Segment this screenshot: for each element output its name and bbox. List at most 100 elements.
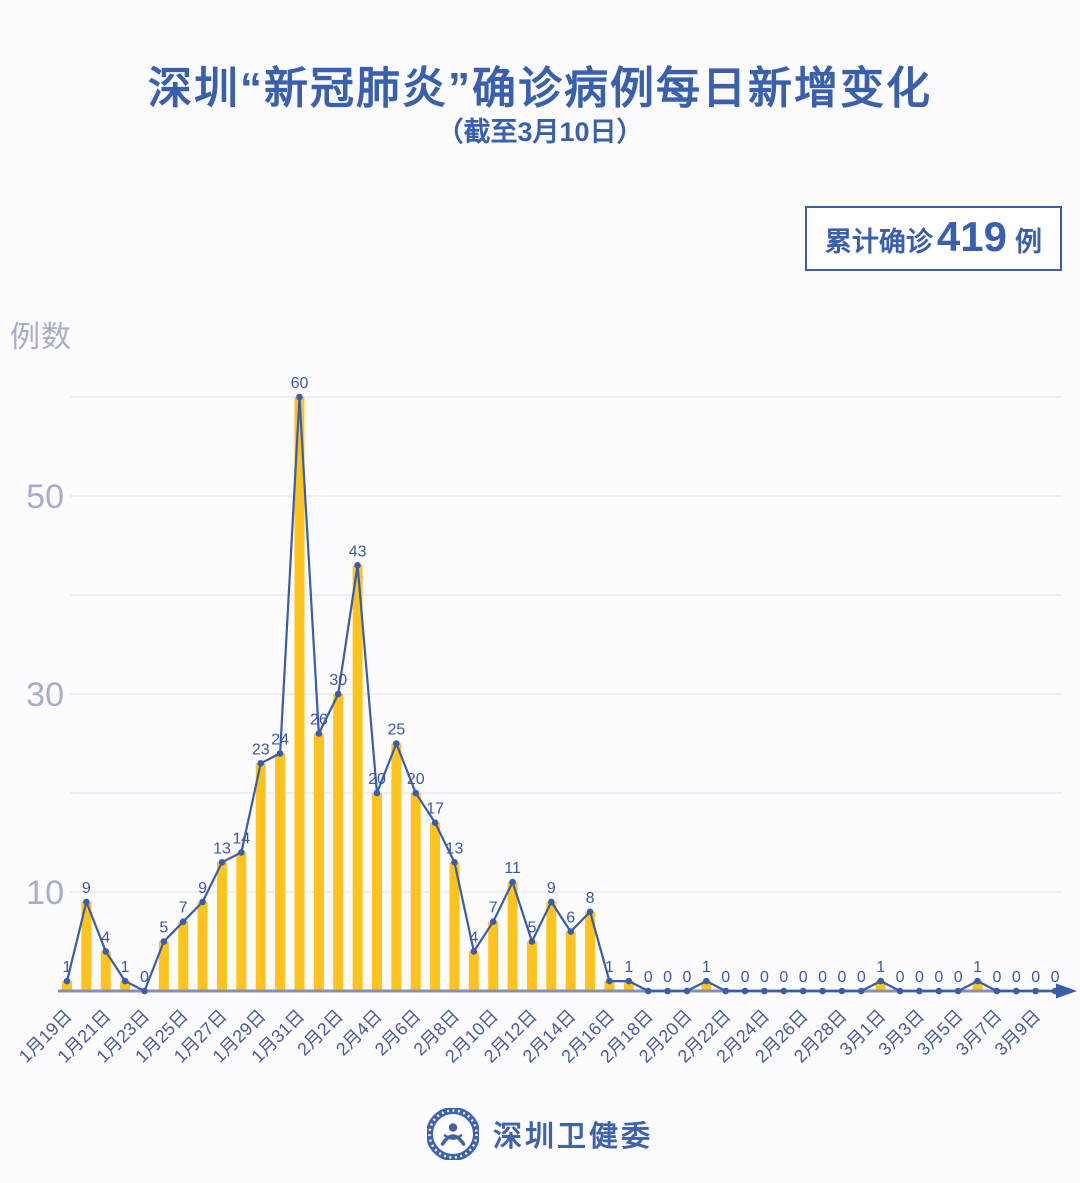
- bar: [275, 753, 286, 991]
- bar: [313, 733, 324, 991]
- trend-line: [65, 395, 1056, 993]
- data-point: [315, 730, 323, 737]
- value-label: 0: [896, 969, 905, 986]
- value-label: 4: [469, 929, 478, 946]
- data-point: [354, 562, 361, 569]
- value-label: 0: [915, 969, 924, 986]
- data-point: [819, 987, 826, 995]
- value-label: 30: [329, 672, 347, 689]
- bar: [604, 981, 615, 991]
- data-point: [548, 898, 555, 906]
- bar: [255, 763, 266, 991]
- value-label: 0: [663, 969, 672, 986]
- value-label: 4: [101, 929, 110, 946]
- value-label: 0: [837, 969, 846, 986]
- footer: 深圳卫健委: [0, 1108, 1080, 1160]
- bar: [565, 931, 576, 991]
- badge-number: 419: [936, 213, 1007, 260]
- data-point: [412, 789, 420, 797]
- y-axis-title: 例数: [10, 321, 72, 354]
- bar: [294, 397, 305, 991]
- data-point: [606, 977, 613, 985]
- data-point: [296, 393, 303, 401]
- y-tick-label: 30: [26, 676, 64, 714]
- value-label: 1: [121, 959, 130, 976]
- data-point: [664, 987, 671, 995]
- bar: [197, 901, 208, 991]
- value-label: 5: [527, 920, 536, 937]
- data-point: [586, 908, 594, 916]
- value-label: 0: [721, 969, 730, 986]
- data-point: [451, 859, 458, 866]
- bar: [449, 862, 460, 991]
- data-point: [761, 987, 768, 995]
- bar: [468, 951, 479, 991]
- value-label: 0: [1012, 969, 1021, 986]
- bar: [410, 793, 421, 991]
- bar: [875, 981, 886, 991]
- data-point: [935, 987, 943, 995]
- bar: [546, 901, 557, 991]
- data-point: [799, 987, 807, 995]
- data-point: [393, 740, 400, 747]
- data-point: [993, 987, 1001, 995]
- data-point: [102, 948, 110, 955]
- data-point: [896, 987, 904, 995]
- bar: [526, 941, 537, 991]
- data-point: [683, 987, 691, 995]
- health-commission-logo-icon: [426, 1108, 479, 1160]
- value-label: 24: [271, 731, 289, 748]
- data-point: [179, 918, 187, 925]
- data-point: [954, 987, 962, 995]
- data-point: [199, 898, 206, 906]
- y-tick-label: 10: [26, 874, 64, 912]
- value-label: 25: [387, 722, 405, 739]
- data-point: [1012, 987, 1020, 995]
- value-label: 0: [992, 969, 1001, 986]
- badge-suffix: 例: [1015, 227, 1042, 257]
- bar: [333, 694, 344, 991]
- bar: [352, 565, 363, 991]
- data-point: [741, 987, 749, 995]
- value-label: 8: [586, 890, 595, 907]
- bar: [391, 743, 402, 991]
- bar: [178, 921, 189, 991]
- data-point: [218, 859, 226, 866]
- data-point: [877, 977, 884, 985]
- value-label: 0: [799, 969, 808, 986]
- value-label: 1: [624, 959, 633, 976]
- data-point: [63, 977, 71, 985]
- value-label: 1: [605, 959, 614, 976]
- data-point: [974, 977, 981, 985]
- data-point: [780, 987, 788, 995]
- bar: [158, 941, 169, 991]
- page-subtitle: （截至3月10日）: [436, 117, 644, 147]
- value-label: 0: [644, 969, 653, 986]
- value-label: 0: [934, 969, 943, 986]
- value-label: 0: [682, 969, 691, 986]
- value-label: 43: [349, 543, 367, 560]
- value-label: 0: [857, 969, 866, 986]
- value-label: 17: [426, 801, 444, 818]
- value-label: 0: [818, 969, 827, 986]
- value-label: 0: [741, 969, 750, 986]
- value-label: 23: [252, 741, 270, 758]
- value-label: 5: [159, 920, 168, 937]
- bar: [488, 921, 499, 991]
- value-label: 9: [547, 880, 556, 897]
- data-point: [276, 750, 284, 757]
- data-point: [644, 987, 652, 995]
- data-point: [373, 789, 381, 797]
- x-axis-arrow-icon: [1056, 983, 1077, 999]
- bar: [62, 981, 72, 991]
- bar: [120, 981, 131, 991]
- data-point: [703, 977, 710, 985]
- bar: [430, 822, 441, 991]
- value-label: 1: [973, 959, 982, 976]
- value-label: 0: [1031, 969, 1040, 986]
- value-label: 0: [760, 969, 769, 986]
- value-label: 7: [489, 900, 498, 917]
- data-point: [1051, 987, 1059, 995]
- brand-name: 深圳卫健委: [492, 1121, 653, 1153]
